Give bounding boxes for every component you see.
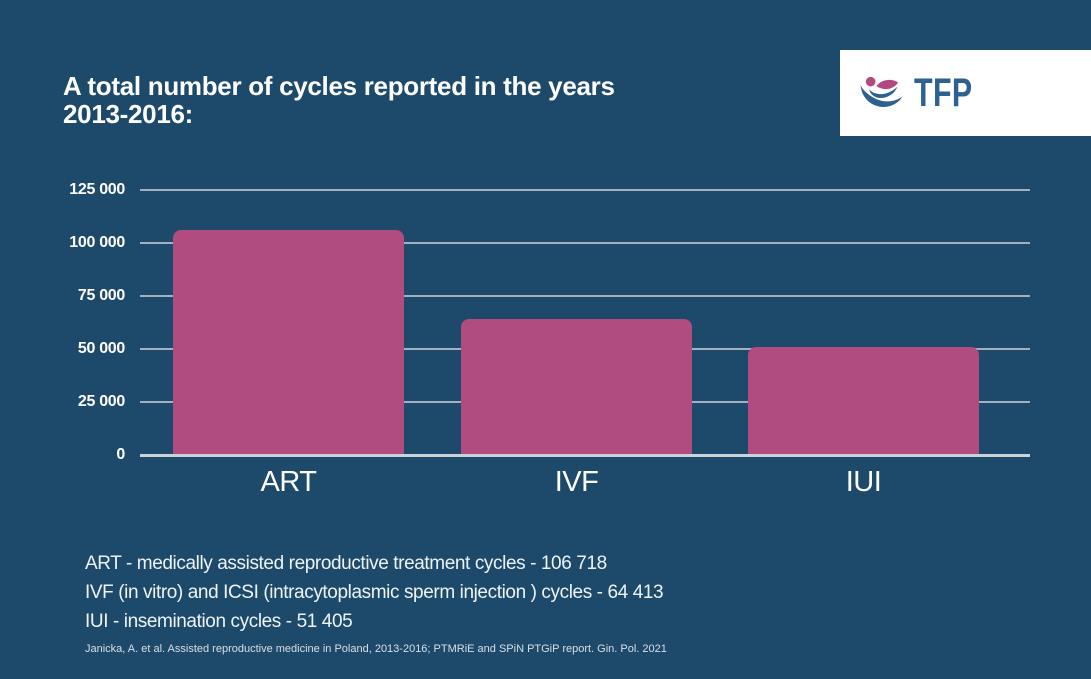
tfp-logo: TFP: [840, 50, 1091, 136]
legend-line-art: ART - medically assisted reproductive tr…: [85, 553, 607, 574]
x-axis-label-art: ART: [260, 466, 317, 498]
y-tick-label: 100 000: [69, 234, 125, 251]
x-axis-label-iui: IUI: [845, 466, 882, 498]
y-tick-label: 125 000: [69, 181, 125, 198]
bar-iui: [748, 347, 979, 456]
gridline: [140, 242, 1030, 244]
y-tick-label: 25 000: [77, 393, 125, 410]
gridline: [140, 189, 1030, 191]
legend-line-iui: IUI - insemination cycles - 51 405: [85, 611, 353, 632]
tfp-logo-text: TFP: [914, 70, 973, 115]
chart-legend: ART - medically assisted reproductive tr…: [85, 549, 1045, 636]
tfp-logo-icon: [860, 76, 903, 107]
y-tick-label: 75 000: [77, 287, 125, 304]
y-tick-label: 50 000: [77, 340, 125, 357]
chart-title-line2: 2013-2016:: [63, 99, 193, 129]
chart-title-line1: A total number of cycles reported in the…: [63, 71, 615, 101]
bar-ivf: [461, 319, 692, 456]
x-axis-baseline: [140, 454, 1030, 457]
bar-chart: 125 000 100 000 75 000 50 000 25 000 0 ART IVF I…: [69, 181, 1030, 498]
x-axis-label-ivf: IVF: [554, 466, 599, 498]
citation-text: Janicka, A. et al. Assisted reproductive…: [85, 643, 667, 655]
gridline: [140, 295, 1030, 297]
chart-title: A total number of cycles reported in the…: [63, 72, 783, 128]
y-tick-label: 0: [116, 446, 125, 463]
legend-line-ivf: IVF (in vitro) and ICSI (intracytoplasmi…: [85, 582, 664, 603]
bar-art: [173, 229, 404, 456]
